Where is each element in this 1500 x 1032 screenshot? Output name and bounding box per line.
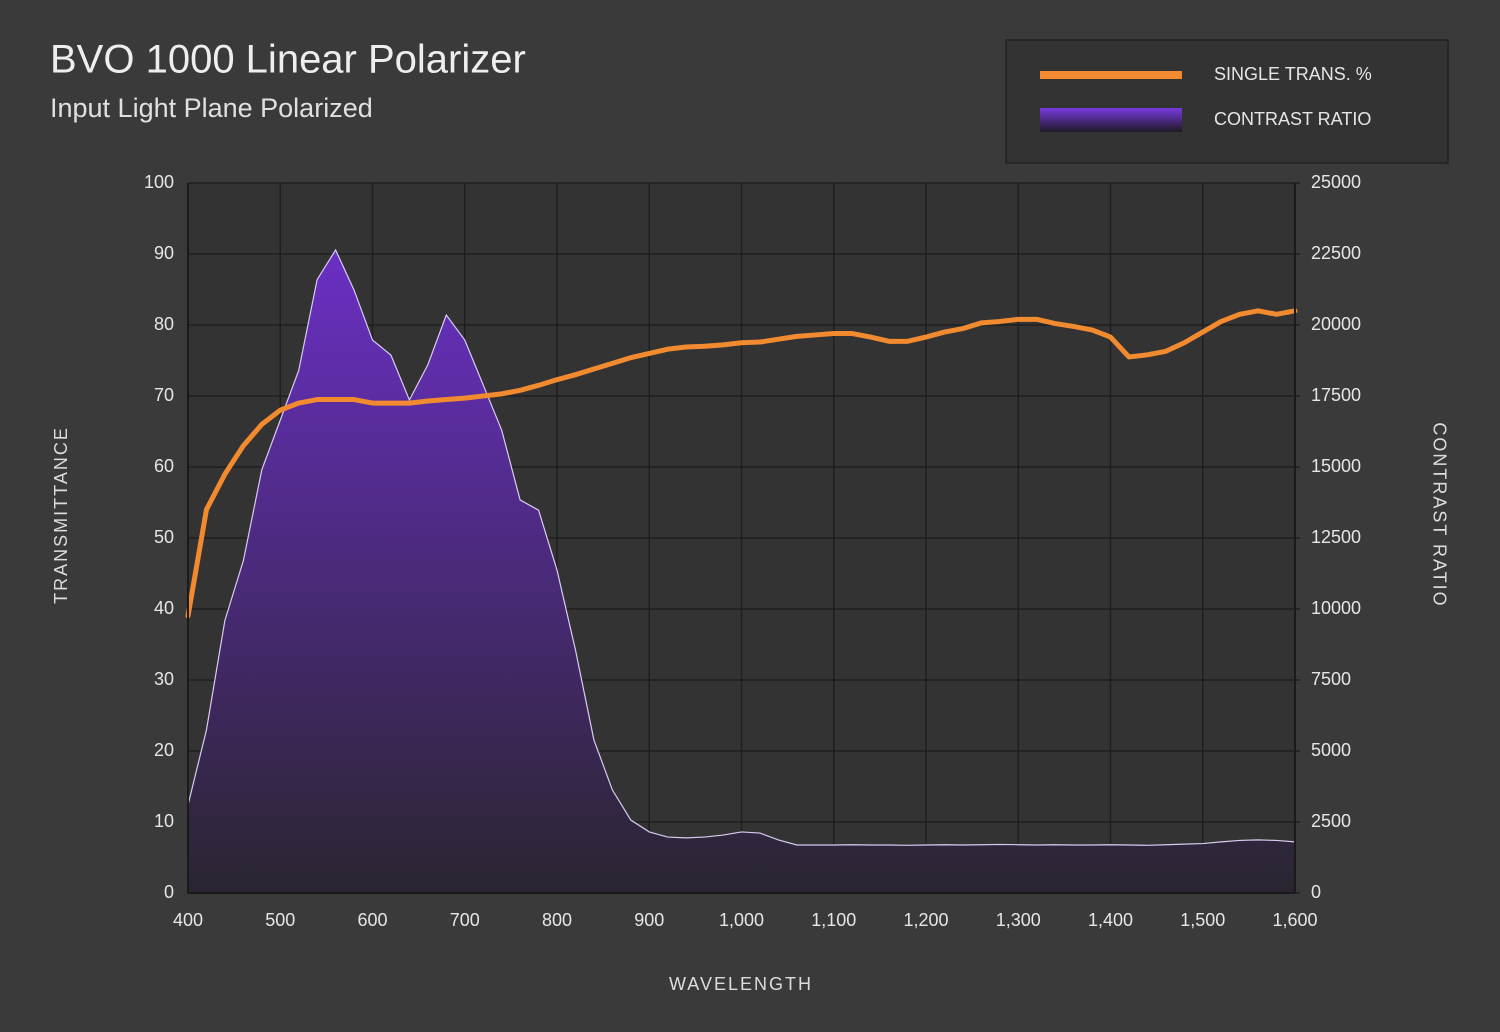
- y-tick-label: 70: [154, 385, 174, 405]
- y2-axis-label: CONTRAST RATIO: [1429, 422, 1449, 607]
- y2-tick-label: 5000: [1311, 740, 1351, 760]
- y2-tick-label: 25000: [1311, 172, 1361, 192]
- x-tick-label: 500: [265, 910, 295, 930]
- line-series: [185, 308, 1298, 619]
- legend-label: CONTRAST RATIO: [1214, 109, 1371, 129]
- chart-title: BVO 1000 Linear Polarizer: [50, 38, 526, 82]
- x-tick-label: 1,400: [1088, 910, 1133, 930]
- y-tick-label: 40: [154, 598, 174, 618]
- y-tick-label: 60: [154, 456, 174, 476]
- y-tick-label: 90: [154, 243, 174, 263]
- area-outline: [187, 248, 1296, 846]
- area-fill: [188, 250, 1295, 894]
- y2-tick-label: 2500: [1311, 811, 1351, 831]
- legend-swatch: [1040, 108, 1182, 132]
- chart-subtitle: Input Light Plane Polarized: [50, 93, 373, 123]
- y-tick-label: 30: [154, 669, 174, 689]
- x-tick-label: 1,200: [903, 910, 948, 930]
- x-tick-label: 700: [450, 910, 480, 930]
- x-tick-label: 1,500: [1180, 910, 1225, 930]
- x-tick-label: 600: [357, 910, 387, 930]
- y2-tick-label: 0: [1311, 882, 1321, 902]
- x-tick-label: 400: [173, 910, 203, 930]
- y2-tick-label: 17500: [1311, 385, 1361, 405]
- x-tick-label: 800: [542, 910, 572, 930]
- y-tick-label: 10: [154, 811, 174, 831]
- y2-tick-label: 15000: [1311, 456, 1361, 476]
- y-tick-label: 20: [154, 740, 174, 760]
- y-tick-label: 100: [144, 172, 174, 192]
- x-tick-label: 1,300: [996, 910, 1041, 930]
- x-tick-label: 1,100: [811, 910, 856, 930]
- y-tick-label: 80: [154, 314, 174, 334]
- x-tick-label: 1,600: [1272, 910, 1317, 930]
- x-tick-label: 900: [634, 910, 664, 930]
- y2-tick-label: 20000: [1311, 314, 1361, 334]
- legend: [1005, 39, 1449, 164]
- legend-label: SINGLE TRANS. %: [1214, 64, 1372, 84]
- y-tick-label: 0: [164, 882, 174, 902]
- y2-tick-label: 22500: [1311, 243, 1361, 263]
- y2-tick-label: 7500: [1311, 669, 1351, 689]
- y-tick-label: 50: [154, 527, 174, 547]
- x-tick-label: 1,000: [719, 910, 764, 930]
- y-axis-label: TRANSMITTANCE: [51, 426, 71, 604]
- y2-tick-label: 12500: [1311, 527, 1361, 547]
- y2-tick-label: 10000: [1311, 598, 1361, 618]
- x-axis-label: WAVELENGTH: [669, 974, 813, 994]
